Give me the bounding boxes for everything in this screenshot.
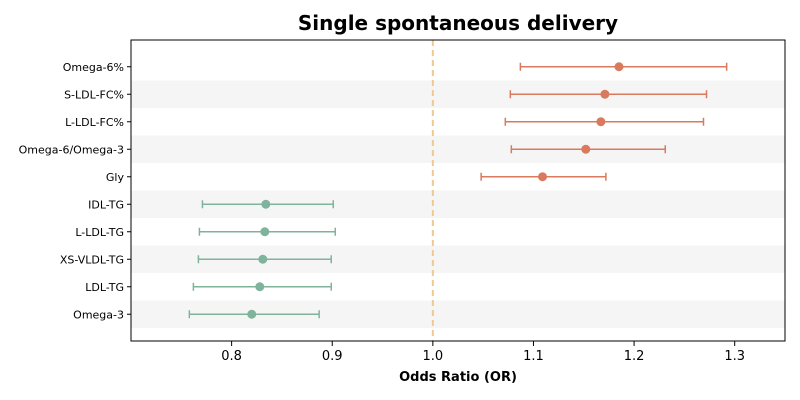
row-band bbox=[131, 135, 785, 163]
or-point bbox=[538, 172, 548, 182]
category-label: S-LDL-FC% bbox=[64, 88, 124, 101]
plot-frame bbox=[130, 39, 786, 342]
x-axis-title: Odds Ratio (OR) bbox=[399, 370, 517, 385]
category-label: L-LDL-FC% bbox=[65, 116, 124, 129]
or-point bbox=[581, 144, 591, 154]
category-labels: Omega-6% S-LDL-FC% L-LDL-FC% Omega-6/Omega-… bbox=[19, 61, 131, 321]
x-axis: 0.8 0.9 1.0 1.1 1.2 1.3 bbox=[221, 341, 745, 364]
or-point bbox=[614, 62, 624, 72]
x-tick-label: 1.0 bbox=[423, 349, 444, 364]
category-label: Gly bbox=[106, 171, 125, 184]
or-point bbox=[247, 309, 257, 319]
chart-title: Single spontaneous delivery bbox=[298, 11, 618, 35]
x-tick-label: 1.2 bbox=[624, 349, 645, 364]
or-point bbox=[261, 199, 271, 209]
or-point bbox=[600, 89, 610, 99]
category-label: XS-VLDL-TG bbox=[60, 253, 124, 266]
category-label: L-LDL-TG bbox=[75, 226, 124, 239]
or-point bbox=[260, 227, 270, 237]
category-label: Omega-6/Omega-3 bbox=[19, 143, 124, 156]
x-tick-label: 0.9 bbox=[322, 349, 343, 364]
or-point bbox=[258, 254, 268, 264]
category-label: Omega-6% bbox=[63, 61, 124, 74]
x-tick-label: 1.3 bbox=[724, 349, 745, 364]
category-label: IDL-TG bbox=[88, 198, 124, 211]
x-tick-label: 0.8 bbox=[221, 349, 242, 364]
category-label: LDL-TG bbox=[85, 281, 124, 294]
x-tick-label: 1.1 bbox=[523, 349, 544, 364]
data-marks bbox=[188, 62, 728, 319]
category-label: Omega-3 bbox=[73, 308, 124, 321]
or-point bbox=[255, 282, 265, 292]
or-point bbox=[596, 117, 606, 127]
